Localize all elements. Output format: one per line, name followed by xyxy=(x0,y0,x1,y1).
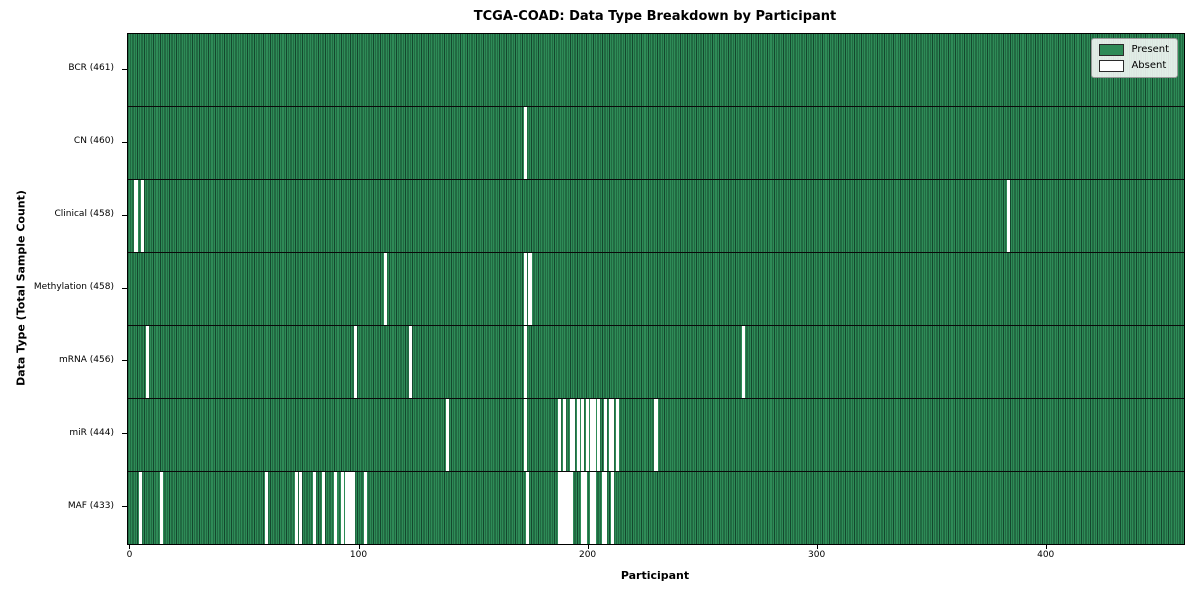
absent-bar xyxy=(299,472,303,544)
y-tick-label-Methylation: Methylation (458) xyxy=(33,282,114,292)
y-tick-label-Clinical: Clinical (458) xyxy=(54,209,114,220)
absent-bar xyxy=(141,180,145,252)
absent-bar xyxy=(558,472,562,544)
legend-label-present: Present xyxy=(1131,44,1169,55)
absent-bar xyxy=(145,326,149,398)
absent-bar xyxy=(604,472,608,544)
absent-bar xyxy=(134,180,138,252)
absent-bar xyxy=(347,472,351,544)
heatmap-row-mRNA xyxy=(128,325,1184,398)
x-tick-label-100: 100 xyxy=(349,550,368,560)
absent-bar xyxy=(567,472,571,544)
absent-bar xyxy=(576,399,580,471)
absent-bar xyxy=(601,472,605,544)
plot-area: Present Absent xyxy=(127,33,1185,545)
y-tick-label-MAF: MAF (433) xyxy=(67,500,114,511)
y-tick-mark xyxy=(122,506,127,508)
absent-bar xyxy=(592,472,596,544)
absent-bar xyxy=(741,326,745,398)
absent-bar xyxy=(384,253,388,325)
absent-bar xyxy=(139,472,143,544)
absent-bar xyxy=(569,399,573,471)
absent-bar xyxy=(265,472,269,544)
absent-bar xyxy=(523,326,527,398)
y-tick-label-CN: CN (460) xyxy=(73,136,114,147)
absent-bar xyxy=(590,399,594,471)
heatmap-row-Clinical xyxy=(128,179,1184,252)
x-tick-mark xyxy=(129,544,131,549)
legend-label-absent: Absent xyxy=(1131,60,1167,71)
absent-bar xyxy=(581,472,585,544)
absent-bar xyxy=(1007,180,1011,252)
y-tick-mark xyxy=(122,141,127,143)
legend: Present Absent xyxy=(1091,38,1178,78)
x-tick-label-300: 300 xyxy=(808,550,826,560)
y-tick-label-BCR: BCR (461) xyxy=(68,63,114,74)
y-tick-label-miR: miR (444) xyxy=(69,427,114,438)
absent-bar xyxy=(562,399,566,471)
heatmap-row-Methylation xyxy=(128,252,1184,325)
absent-bar xyxy=(523,399,527,471)
absent-bar xyxy=(523,107,527,179)
absent-bar xyxy=(363,472,367,544)
legend-item-absent: Absent xyxy=(1099,60,1169,72)
x-tick-label-400: 400 xyxy=(1037,550,1055,560)
y-tick-mark xyxy=(122,214,127,216)
y-tick-mark xyxy=(122,68,127,70)
absent-bar xyxy=(352,472,356,544)
x-tick-label-200: 200 xyxy=(578,550,597,560)
heatmap-row-miR xyxy=(128,398,1184,471)
absent-bar xyxy=(349,472,353,544)
absent-bar xyxy=(610,472,614,544)
absent-bar xyxy=(446,399,450,471)
absent-bar xyxy=(560,472,564,544)
absent-bar xyxy=(354,326,358,398)
absent-bar xyxy=(654,399,658,471)
y-tick-mark xyxy=(122,360,127,362)
heatmap-row-MAF xyxy=(128,471,1184,544)
x-axis-label: Participant xyxy=(620,569,690,582)
x-tick-mark xyxy=(358,544,360,549)
absent-bar xyxy=(569,472,573,544)
absent-swatch-icon xyxy=(1099,60,1125,72)
absent-bar xyxy=(604,399,608,471)
absent-bar xyxy=(523,253,527,325)
absent-bar xyxy=(597,399,601,471)
absent-bar xyxy=(409,326,413,398)
x-tick-mark xyxy=(1045,544,1047,549)
absent-bar xyxy=(558,399,562,471)
y-tick-mark xyxy=(122,433,127,435)
absent-bar xyxy=(590,472,594,544)
absent-bar xyxy=(526,472,530,544)
absent-bar xyxy=(610,399,614,471)
absent-bar xyxy=(571,399,576,471)
absent-bar xyxy=(562,472,566,544)
absent-bar xyxy=(159,472,163,544)
absent-bar xyxy=(313,472,317,544)
y-tick-label-mRNA: mRNA (456) xyxy=(59,354,114,365)
absent-bar xyxy=(333,472,337,544)
present-swatch-icon xyxy=(1099,44,1125,56)
absent-bar xyxy=(528,253,532,325)
absent-bar xyxy=(583,472,587,544)
absent-bar xyxy=(322,472,326,544)
chart-title: TCGA-COAD: Data Type Breakdown by Partic… xyxy=(473,9,837,24)
absent-bar xyxy=(585,399,589,471)
x-tick-mark xyxy=(816,544,818,549)
x-tick-mark xyxy=(587,544,589,549)
absent-bar xyxy=(565,472,569,544)
x-tick-label-0: 0 xyxy=(126,550,133,560)
absent-bar xyxy=(608,399,612,471)
absent-bar xyxy=(581,399,585,471)
legend-item-present: Present xyxy=(1099,44,1169,56)
absent-bar xyxy=(592,399,596,471)
heatmap-row-CN xyxy=(128,106,1184,179)
absent-bar xyxy=(340,472,344,544)
heatmap-row-BCR xyxy=(128,34,1184,106)
absent-bar xyxy=(294,472,298,544)
absent-bar xyxy=(345,472,349,544)
y-tick-mark xyxy=(122,287,127,289)
absent-bar xyxy=(615,399,619,471)
